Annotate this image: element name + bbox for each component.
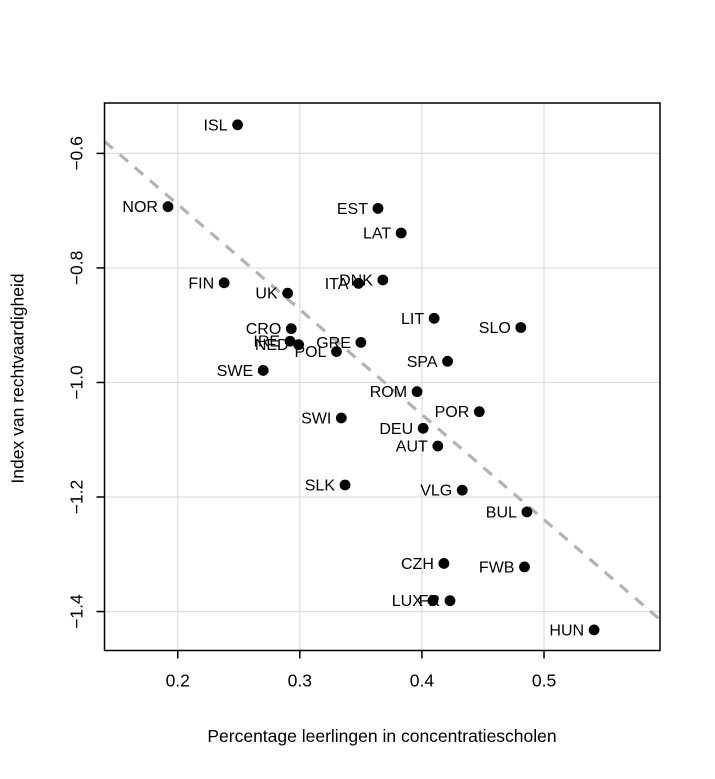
point-label-isl: ISL bbox=[204, 117, 228, 134]
data-point-isl bbox=[232, 119, 243, 131]
point-label-rom: ROM bbox=[370, 384, 407, 401]
data-point-hun bbox=[588, 624, 600, 636]
data-point-ire bbox=[284, 335, 296, 347]
y-axis-title: Index van rechtvaardigheid bbox=[7, 273, 28, 484]
y-tick-label: −1.0 bbox=[67, 365, 87, 400]
point-label-lux: LUX bbox=[392, 593, 423, 610]
point-label-uk: UK bbox=[255, 286, 278, 303]
point-label-swi: SWI bbox=[301, 410, 331, 427]
data-point-est bbox=[372, 202, 384, 214]
x-tick-label: 0.3 bbox=[288, 671, 312, 691]
data-point-pol bbox=[331, 346, 342, 357]
x-axis-title: Percentage leerlingen in concentratiesch… bbox=[207, 726, 557, 746]
trend-line bbox=[103, 140, 662, 621]
data-point-vlg bbox=[456, 484, 468, 496]
data-point-lat bbox=[395, 227, 407, 239]
data-point-fwb bbox=[519, 561, 530, 573]
y-tick-label: −0.6 bbox=[67, 136, 87, 171]
data-point-nor bbox=[162, 201, 174, 213]
point-label-bul: BUL bbox=[486, 504, 517, 521]
point-label-lat: LAT bbox=[363, 226, 391, 243]
data-point-cro bbox=[285, 323, 297, 335]
data-point-czh bbox=[438, 558, 450, 569]
y-tick-label: −1.2 bbox=[67, 480, 87, 515]
data-point-aut bbox=[432, 440, 444, 452]
point-label-vlg: VLG bbox=[420, 483, 452, 500]
point-label-aut: AUT bbox=[396, 439, 428, 456]
point-label-ire: IRE bbox=[253, 334, 280, 351]
plot-box bbox=[103, 102, 661, 652]
point-label-slk: SLK bbox=[305, 477, 336, 494]
data-point-bul bbox=[521, 506, 533, 518]
point-label-est: EST bbox=[337, 201, 368, 218]
point-label-nor: NOR bbox=[122, 199, 158, 216]
x-tick-label: 0.2 bbox=[166, 671, 190, 691]
data-point-slk bbox=[339, 479, 351, 491]
data-point-deu bbox=[417, 422, 429, 434]
data-point-ita bbox=[353, 278, 364, 289]
point-label-fr: FR bbox=[419, 593, 440, 610]
point-label-gre: GRE bbox=[316, 335, 351, 352]
point-label-ita: ITA bbox=[325, 276, 349, 293]
point-label-hun: HUN bbox=[549, 622, 584, 639]
data-point-rom bbox=[411, 386, 423, 398]
data-point-gre bbox=[355, 336, 367, 348]
data-point-slo bbox=[515, 322, 527, 333]
data-point-por bbox=[473, 406, 485, 418]
point-label-slo: SLO bbox=[479, 320, 511, 337]
data-point-dnk bbox=[377, 274, 389, 286]
data-point-lux bbox=[427, 595, 439, 607]
data-point-lit bbox=[428, 312, 440, 324]
y-tick-label: −1.4 bbox=[67, 594, 87, 629]
point-label-cro: CRO bbox=[246, 321, 282, 338]
point-label-fin: FIN bbox=[188, 275, 214, 292]
data-point-ned bbox=[293, 339, 305, 351]
data-point-swi bbox=[335, 412, 347, 424]
point-label-lit: LIT bbox=[401, 311, 424, 328]
point-label-swe: SWE bbox=[217, 363, 253, 380]
point-label-spa: SPA bbox=[407, 354, 438, 371]
point-label-fwb: FWB bbox=[479, 559, 515, 576]
x-tick-label: 0.4 bbox=[410, 671, 435, 691]
data-point-swe bbox=[257, 365, 269, 376]
point-label-pol: POL bbox=[294, 344, 326, 361]
point-label-por: POR bbox=[435, 404, 470, 421]
data-point-fr bbox=[444, 595, 456, 607]
data-point-spa bbox=[442, 355, 453, 367]
point-label-ned: NED bbox=[255, 337, 289, 354]
data-point-uk bbox=[282, 287, 294, 299]
point-label-deu: DEU bbox=[379, 421, 413, 438]
y-tick-label: −0.8 bbox=[67, 251, 87, 286]
data-point-fin bbox=[218, 277, 230, 289]
x-tick-label: 0.5 bbox=[532, 671, 556, 691]
point-label-czh: CZH bbox=[401, 556, 434, 573]
